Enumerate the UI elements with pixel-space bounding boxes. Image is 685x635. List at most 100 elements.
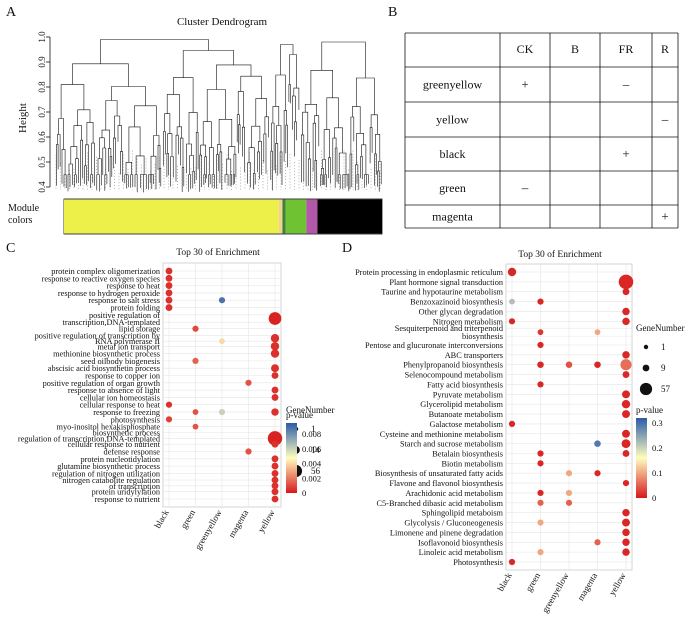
color-legend-title: p-value — [636, 405, 663, 415]
term-label: response to hydrogen peroxide — [58, 289, 160, 298]
enrichment-point — [622, 288, 630, 296]
enrichment-point — [165, 296, 173, 304]
enrichment-point — [565, 470, 573, 477]
term-label: response to copper ion — [85, 372, 161, 381]
table-cell-mark: – — [521, 180, 529, 195]
term-label: Isoflavonoid biosynthesis — [418, 538, 503, 547]
color-legend-tick: 0.2 — [652, 443, 663, 453]
term-label: Other glycan degradation — [419, 307, 504, 316]
panel-d-bubble-chart: Protein processing in endoplasmic reticu… — [355, 263, 684, 615]
enrichment-point — [192, 423, 199, 430]
table-row-name: magenta — [432, 210, 473, 224]
enrichment-point — [245, 379, 252, 386]
table-row-name: black — [440, 147, 466, 161]
term-label: lipid storage — [119, 325, 161, 334]
enrichment-point — [165, 282, 173, 290]
table-cell-mark: + — [521, 77, 528, 92]
enrichment-point — [218, 408, 226, 416]
enrichment-point — [271, 482, 279, 490]
size-legend-dot — [642, 364, 650, 372]
enrichment-point — [270, 349, 280, 358]
term-label: methionine biosynthetic process — [53, 350, 160, 359]
enrichment-point — [271, 455, 279, 463]
category-label: magenta — [226, 508, 250, 539]
enrichment-point — [621, 439, 631, 449]
color-legend-tick: 0.004 — [302, 459, 322, 469]
enrichment-point — [218, 297, 226, 304]
dendrogram-ylabel: Height — [17, 103, 29, 133]
panel-c-title: Top 30 of Enrichment — [176, 247, 260, 258]
term-label: C5-Branched dibasic acid metabolism — [377, 499, 504, 508]
color-legend-tick: 0 — [302, 488, 306, 498]
ytick-label: 1.0 — [37, 31, 47, 43]
table-col-header: B — [571, 42, 579, 56]
enrichment-point — [621, 399, 631, 409]
enrichment-point — [622, 548, 630, 556]
enrichment-point — [622, 351, 630, 359]
table-col-header: CK — [517, 42, 534, 56]
term-label: Benzoxazinoid biosynthesis — [410, 298, 503, 307]
term-label: regulation of nitrogen utilization — [52, 469, 161, 478]
enrichment-point — [622, 479, 630, 487]
term-label: Glycolysis / Gluconeogenesis — [404, 519, 503, 528]
ytick-label: 0.6 — [37, 131, 47, 143]
term-label: protein complex oligomerization — [51, 267, 161, 276]
table-row-name: yellow — [436, 113, 469, 127]
enrichment-point — [192, 357, 199, 364]
enrichment-point — [268, 312, 282, 325]
color-legend-tick: 0.006 — [302, 444, 321, 454]
module-color-segment — [285, 199, 307, 234]
enrichment-point — [271, 408, 279, 416]
size-legend-label: 57 — [661, 384, 671, 394]
enrichment-point — [622, 518, 630, 527]
enrichment-point — [508, 318, 516, 325]
table-cell-mark: + — [622, 146, 629, 161]
term-label: Sesquiterpenoid and triterpenoid — [395, 324, 504, 333]
dendrogram-tree — [55, 39, 382, 193]
enrichment-point — [165, 267, 173, 275]
table-cell-mark: – — [622, 77, 630, 92]
category-label: magenta — [575, 571, 599, 602]
table-row-name: green — [439, 181, 466, 195]
enrichment-point — [192, 325, 199, 332]
term-label: Selenocompound metabolism — [405, 371, 504, 380]
term-label: Biotin metabolism — [441, 459, 503, 468]
size-legend-label: 14 — [311, 445, 321, 455]
term-label: biosynthetic process — [92, 429, 160, 438]
color-legend-tick: 0.3 — [652, 418, 663, 428]
enrichment-point — [565, 499, 573, 506]
term-label: Biosynthesis of unsaturated fatty acids — [375, 469, 503, 478]
enrichment-point — [537, 341, 544, 349]
term-label: Photosynthesis — [453, 558, 503, 567]
term-label: cellular ion homeostasis — [80, 393, 160, 402]
enrichment-point — [165, 289, 173, 297]
panel-a-letter: A — [6, 5, 17, 20]
enrichment-point — [509, 298, 515, 305]
term-label: nitrogen catabolite regulation — [62, 476, 161, 485]
enrichment-point — [622, 410, 630, 419]
module-color-segment — [317, 199, 382, 234]
enrichment-point — [245, 448, 252, 455]
panel-c: C Top 30 of Enrichment protein complex o… — [6, 241, 334, 552]
color-legend-bar — [286, 423, 297, 493]
dendrogram-leaves — [55, 150, 381, 190]
enrichment-point — [594, 329, 601, 336]
term-label: Arachidonic acid metabolism — [405, 489, 503, 498]
table-row-name: greenyellow — [423, 78, 483, 92]
color-legend-tick: 0 — [652, 493, 656, 503]
ytick-label: 0.4 — [37, 181, 47, 193]
enrichment-point — [271, 469, 279, 477]
term-label: photosynthesis — [111, 415, 160, 424]
enrichment-point — [622, 508, 630, 517]
term-label: Cysteine and methionine metabolism — [380, 430, 504, 439]
ytick-label: 0.7 — [37, 106, 47, 118]
size-legend-label: 9 — [661, 363, 666, 373]
enrichment-point — [594, 361, 601, 368]
term-label: Nitrogen metabolism — [433, 317, 504, 326]
panel-b-letter: B — [388, 5, 397, 20]
module-color-bar — [63, 198, 383, 235]
module-label-line2: colors — [8, 215, 33, 226]
dendrogram-title: Cluster Dendrogram — [177, 16, 268, 28]
table-col-header: FR — [619, 42, 634, 56]
